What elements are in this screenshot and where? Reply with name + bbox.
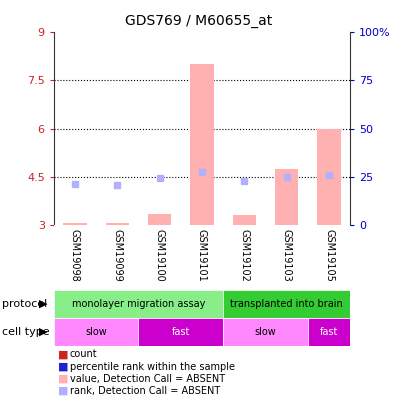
Text: ■: ■	[58, 386, 68, 396]
Text: percentile rank within the sample: percentile rank within the sample	[70, 362, 235, 371]
FancyBboxPatch shape	[308, 318, 350, 346]
Bar	[190, 64, 214, 225]
FancyBboxPatch shape	[223, 290, 350, 318]
Text: ▶: ▶	[39, 327, 47, 337]
Text: GSM19099: GSM19099	[112, 229, 122, 282]
Bar	[63, 223, 86, 225]
FancyBboxPatch shape	[139, 318, 223, 346]
Text: GDS769 / M60655_at: GDS769 / M60655_at	[125, 14, 273, 28]
Text: GSM19105: GSM19105	[324, 229, 334, 282]
Text: ■: ■	[58, 362, 68, 371]
Text: slow: slow	[255, 327, 276, 337]
Text: rank, Detection Call = ABSENT: rank, Detection Call = ABSENT	[70, 386, 220, 396]
Bar	[148, 213, 171, 225]
Text: GSM19098: GSM19098	[70, 229, 80, 282]
Text: fast: fast	[320, 327, 338, 337]
Text: GSM19100: GSM19100	[155, 229, 165, 282]
FancyBboxPatch shape	[54, 290, 223, 318]
Text: ■: ■	[58, 374, 68, 384]
Text: slow: slow	[85, 327, 107, 337]
Text: protocol: protocol	[2, 299, 47, 309]
Text: GSM19103: GSM19103	[282, 229, 292, 282]
Text: count: count	[70, 350, 97, 359]
FancyBboxPatch shape	[223, 318, 308, 346]
Text: GSM19101: GSM19101	[197, 229, 207, 282]
Bar	[318, 129, 341, 225]
Text: cell type: cell type	[2, 327, 50, 337]
Text: ■: ■	[58, 350, 68, 359]
Bar	[233, 215, 256, 225]
Text: fast: fast	[172, 327, 190, 337]
Text: transplanted into brain: transplanted into brain	[230, 299, 343, 309]
Text: ▶: ▶	[39, 299, 47, 309]
Bar	[105, 223, 129, 225]
Text: value, Detection Call = ABSENT: value, Detection Call = ABSENT	[70, 374, 225, 384]
Text: monolayer migration assay: monolayer migration assay	[72, 299, 205, 309]
Bar	[275, 168, 298, 225]
Text: GSM19102: GSM19102	[239, 229, 249, 282]
FancyBboxPatch shape	[54, 318, 139, 346]
